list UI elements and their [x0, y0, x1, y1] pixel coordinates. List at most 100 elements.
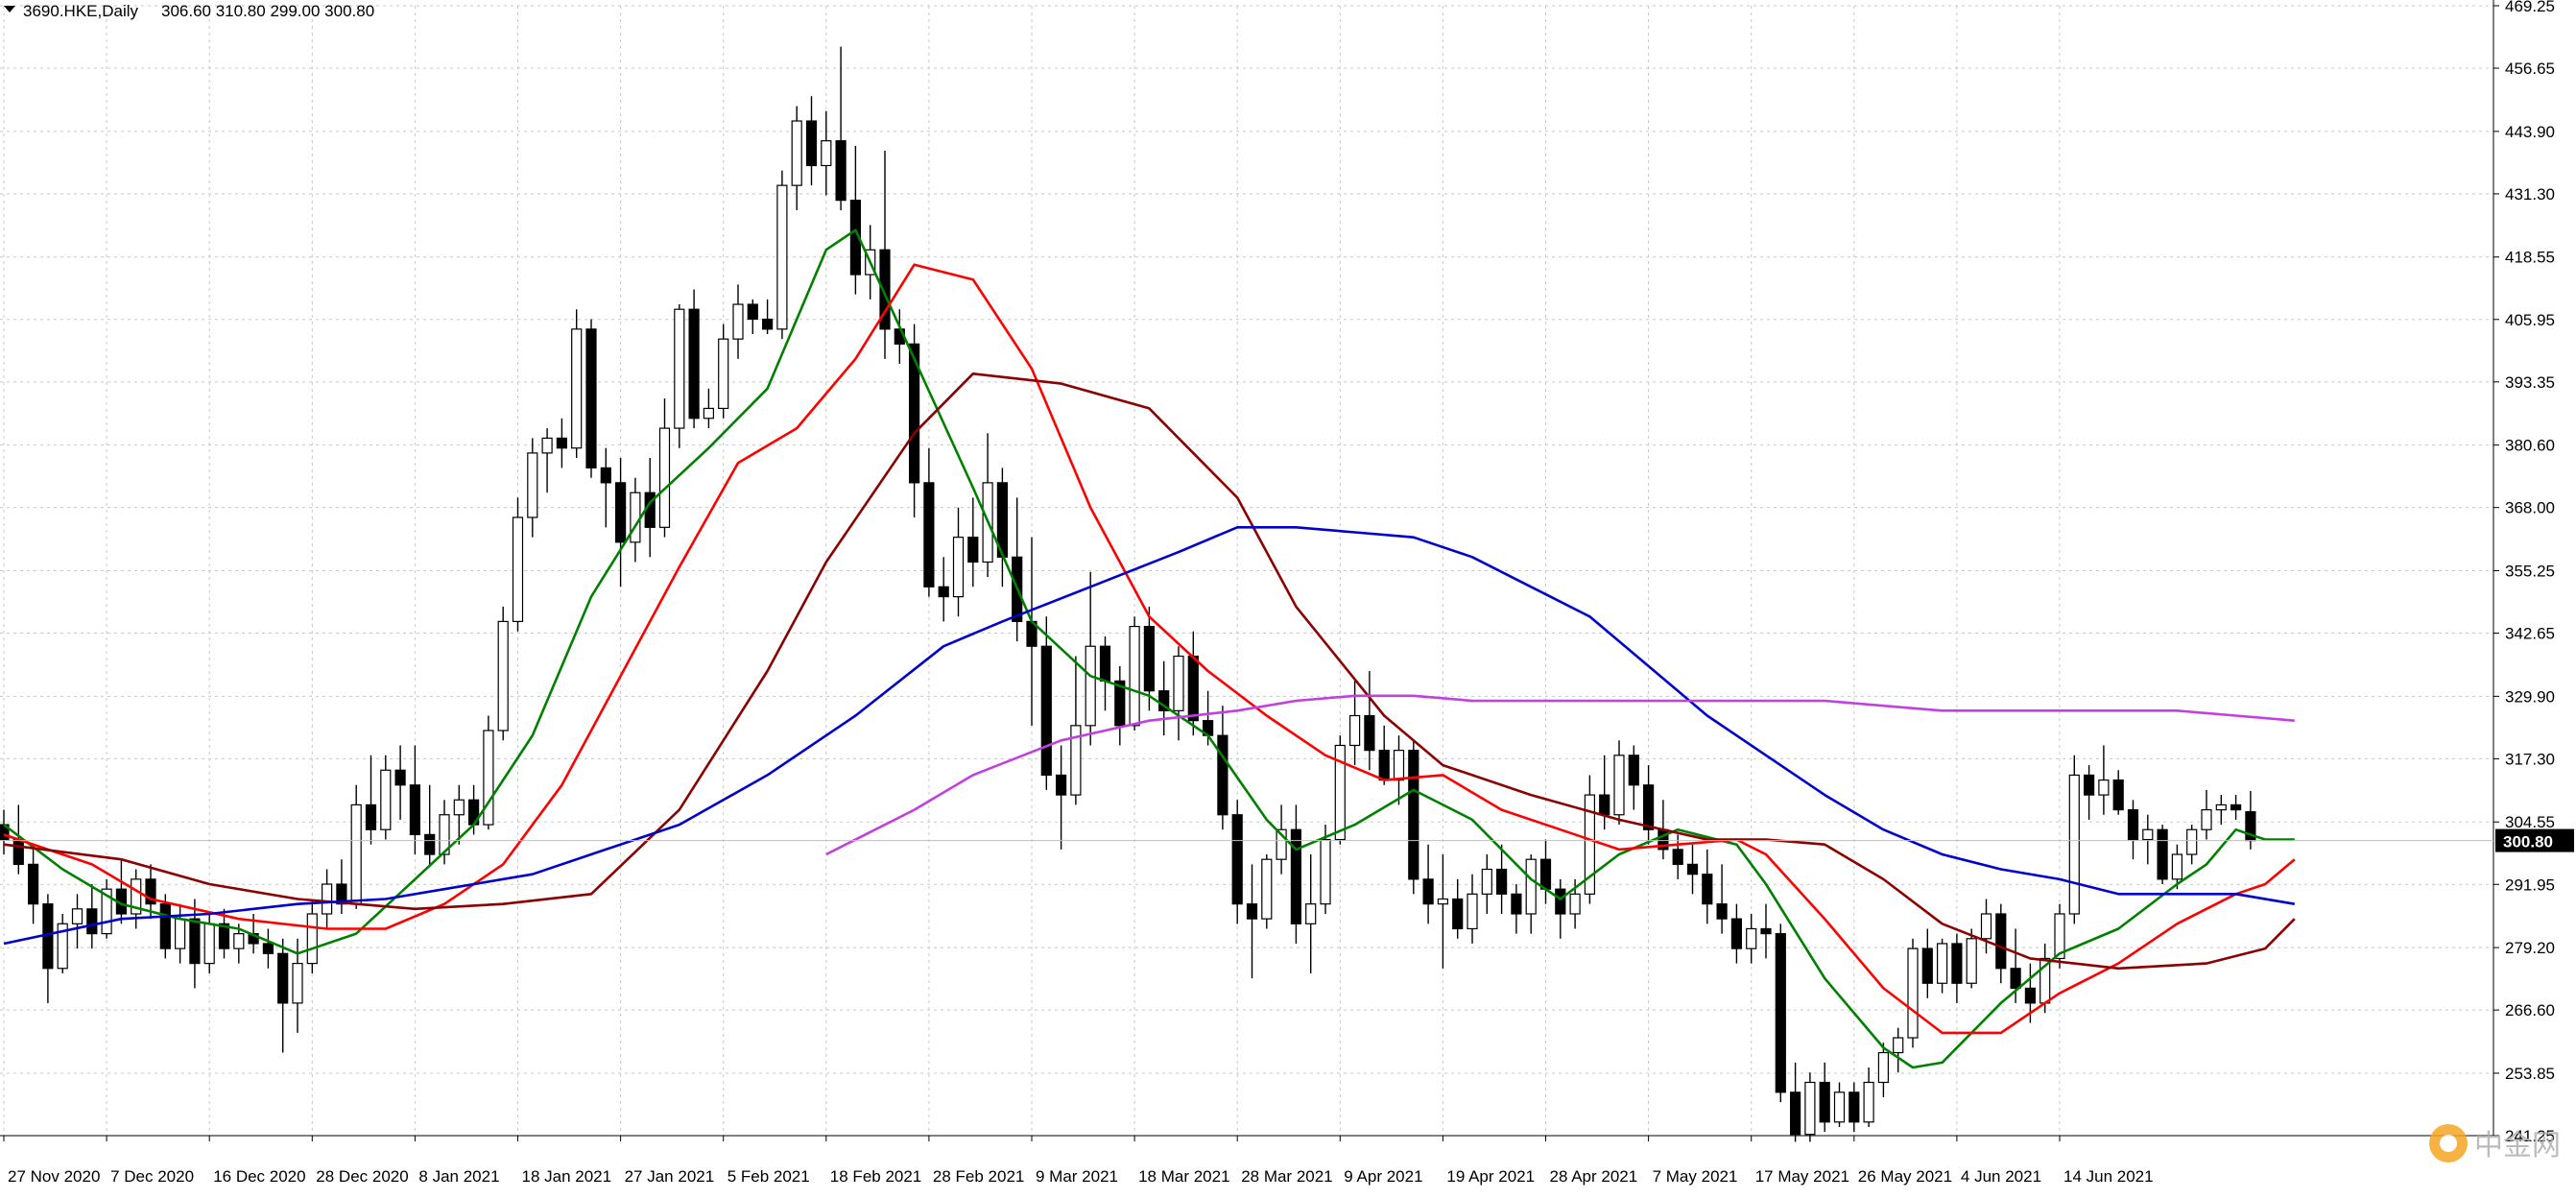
- candle-body: [1555, 888, 1566, 915]
- candle-body: [1452, 898, 1464, 930]
- x-tick-label: 27 Nov 2020: [8, 1167, 100, 1186]
- candle-body: [1613, 755, 1625, 816]
- symbol-label: 3690.HKE,Daily: [23, 2, 139, 20]
- candle-body: [2024, 987, 2036, 1004]
- y-tick-label: 469.25: [2505, 0, 2555, 15]
- candle-body: [1539, 858, 1552, 890]
- candle-body: [938, 586, 949, 598]
- candle-body: [145, 878, 156, 905]
- triangle-down-icon[interactable]: [4, 6, 15, 12]
- y-tick-label: 368.00: [2505, 499, 2555, 517]
- y-tick-label: 241.25: [2505, 1127, 2555, 1145]
- candle-body: [203, 923, 215, 965]
- candle-body: [703, 407, 715, 420]
- candle-body: [2068, 774, 2080, 915]
- candle-body: [1187, 655, 1199, 722]
- candle-body: [2142, 828, 2154, 841]
- candle-body: [1893, 1037, 1904, 1054]
- y-tick-label: 380.60: [2505, 437, 2555, 455]
- candle-body: [1217, 734, 1228, 816]
- candle-body: [1467, 893, 1478, 930]
- candle-body: [0, 824, 10, 841]
- candle-body: [365, 803, 377, 830]
- candle-body: [277, 952, 289, 1004]
- x-tick-label: 18 Jan 2021: [522, 1167, 612, 1186]
- candle-body: [1569, 893, 1581, 915]
- ma-line-fast: [3, 228, 2295, 1069]
- candle-body: [1642, 784, 1655, 830]
- candle-body: [1393, 750, 1405, 781]
- last-price-tag: [2495, 828, 2574, 852]
- ohlc-values: 306.60 310.80 299.00 300.80: [161, 2, 374, 20]
- candle-body: [614, 482, 627, 543]
- candle-body: [761, 318, 774, 330]
- candle-body: [2230, 803, 2242, 811]
- y-tick-label: 405.95: [2505, 311, 2555, 329]
- y-tick-label: 291.95: [2505, 875, 2555, 894]
- candle-body: [688, 308, 700, 420]
- x-tick-label: 17 May 2021: [1755, 1167, 1849, 1186]
- candle-body: [1040, 645, 1052, 777]
- candle-body: [131, 878, 142, 915]
- candle-body: [1320, 838, 1331, 905]
- candle-body: [952, 537, 965, 598]
- candle-body: [1995, 913, 2007, 970]
- x-tick-label: 7 May 2021: [1653, 1167, 1738, 1186]
- ma-line-longest: [825, 694, 2295, 856]
- candle-body: [718, 338, 729, 410]
- candle-body: [1085, 645, 1096, 727]
- candle-body: [791, 120, 802, 186]
- candle-body: [1672, 849, 1683, 865]
- candle-body: [1702, 874, 1713, 905]
- candle-body: [541, 437, 553, 454]
- candle-body: [1276, 828, 1287, 860]
- candle-body: [1716, 903, 1728, 920]
- candle-body: [175, 918, 186, 949]
- candle-body: [394, 769, 406, 786]
- x-tick-label: 28 Feb 2021: [933, 1167, 1024, 1186]
- candle-body: [835, 140, 847, 202]
- y-tick-label: 355.25: [2505, 563, 2555, 581]
- candle-body: [2084, 774, 2095, 796]
- candle-body: [1231, 814, 1243, 905]
- candle-body: [585, 328, 597, 468]
- x-tick-label: 18 Mar 2021: [1138, 1167, 1229, 1186]
- candle-body: [1261, 858, 1273, 920]
- candle-body: [630, 492, 641, 543]
- candle-body: [28, 863, 39, 905]
- watermark: 中金网: [2429, 1124, 2561, 1163]
- last-price-label: 300.80: [2503, 833, 2553, 851]
- candle-body: [1628, 755, 1639, 786]
- y-tick-label: 279.20: [2505, 939, 2555, 957]
- x-tick-label: 18 Feb 2021: [830, 1167, 921, 1186]
- candle-body: [1129, 625, 1140, 727]
- candle-body: [1686, 863, 1699, 875]
- candle-body: [1173, 655, 1184, 711]
- candle-body: [571, 328, 583, 449]
- candle-body: [1804, 1081, 1816, 1136]
- candle-body: [1966, 938, 1977, 984]
- y-tick-label: 456.65: [2505, 60, 2555, 78]
- candle-body: [218, 923, 230, 949]
- candle-body: [2054, 913, 2065, 960]
- candle-body: [1730, 918, 1743, 949]
- y-tick-label: 342.65: [2505, 625, 2555, 643]
- y-tick-label: 393.35: [2505, 373, 2555, 392]
- candle-body: [189, 918, 201, 965]
- candlesticks: [0, 46, 2256, 1142]
- logo-inner: [2440, 1135, 2457, 1152]
- candle-body: [1980, 913, 1992, 940]
- candle-body: [747, 303, 758, 321]
- candle-body: [233, 933, 245, 949]
- candle-body: [1525, 858, 1537, 915]
- x-tick-label: 26 May 2021: [1858, 1167, 1952, 1186]
- candle-body: [1099, 645, 1111, 682]
- y-tick-label: 431.30: [2505, 185, 2555, 204]
- candle-body: [71, 908, 83, 924]
- candle-body: [2157, 828, 2168, 880]
- candle-body: [2171, 853, 2182, 880]
